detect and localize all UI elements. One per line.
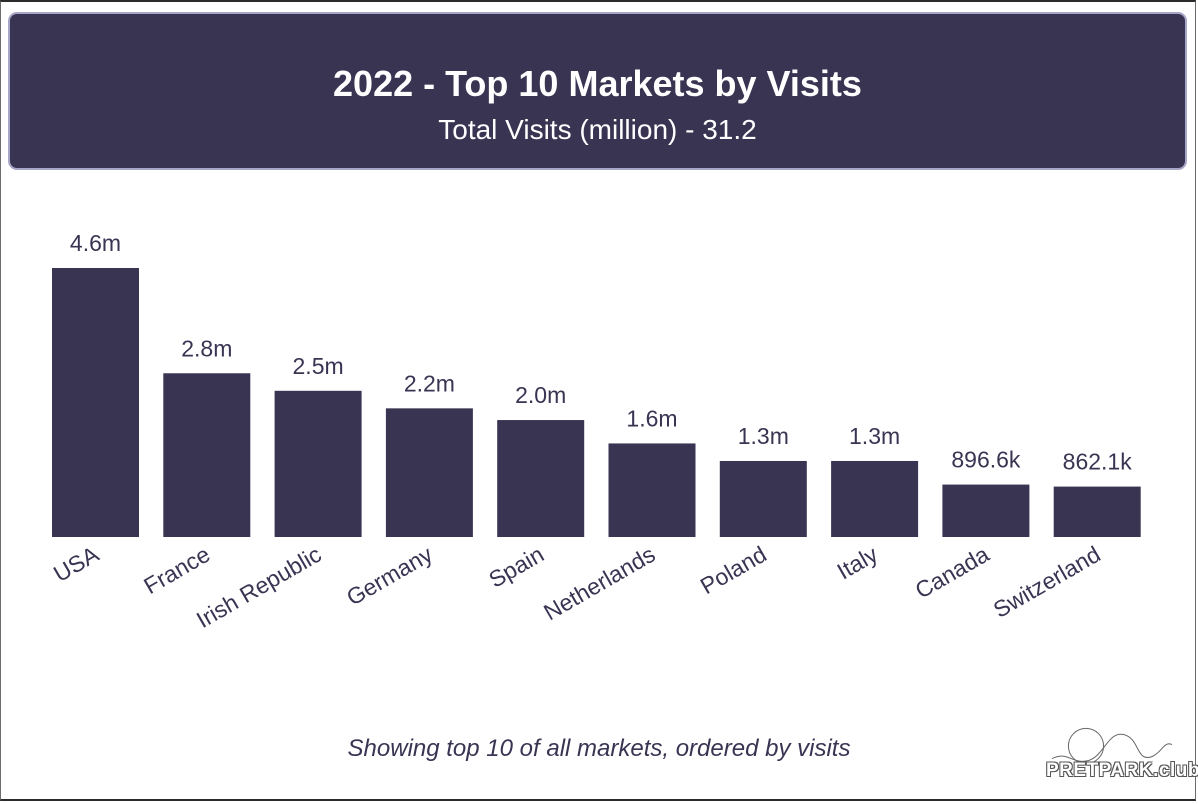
pretpark-logo-icon — [1050, 712, 1174, 766]
chart-footnote: Showing top 10 of all markets, ordered b… — [347, 735, 851, 762]
bar-netherlands[interactable] — [608, 443, 696, 537]
x-tick-label: France — [139, 541, 214, 599]
bar-france[interactable] — [163, 373, 251, 537]
chart-title: 2022 - Top 10 Markets by Visits — [333, 63, 862, 104]
data-label: 2.0m — [515, 382, 566, 408]
data-label: 2.8m — [181, 335, 232, 361]
data-label: 4.6m — [70, 230, 121, 256]
data-label: 1.3m — [738, 423, 789, 449]
data-label: 1.3m — [849, 423, 900, 449]
x-tick-label: USA — [49, 540, 104, 586]
data-label: 1.6m — [626, 405, 677, 431]
x-tick-label: Italy — [833, 541, 883, 585]
x-tick-label: Germany — [342, 541, 437, 611]
data-label: 2.5m — [293, 353, 344, 379]
chart-header: 2022 - Top 10 Markets by Visits Total Vi… — [8, 12, 1187, 170]
data-label: 2.2m — [404, 370, 455, 396]
x-tick-label: Spain — [484, 541, 548, 593]
bar-chart: 4.6m USA 2.8m France 2.5m Irish Republic 2.2m G… — [49, 230, 1141, 633]
chart-subtitle: Total Visits (million) - 31.2 — [438, 114, 757, 145]
x-tick-label: Netherlands — [539, 541, 659, 626]
data-label: 896.6k — [951, 447, 1021, 473]
data-label: 862.1k — [1063, 449, 1133, 475]
bar-spain[interactable] — [497, 420, 585, 537]
bar-usa[interactable] — [52, 268, 139, 537]
bar-italy[interactable] — [831, 460, 919, 537]
bar-irish-republic[interactable] — [274, 390, 362, 537]
bar-germany[interactable] — [385, 408, 473, 537]
x-tick-label: Irish Republic — [192, 541, 326, 633]
x-tick-label: Switzerland — [989, 541, 1105, 623]
bar-poland[interactable] — [719, 460, 807, 537]
x-tick-label: Canada — [911, 541, 994, 604]
pretpark-logo-text: PRETPARK.club — [1046, 760, 1198, 781]
bar-switzerland[interactable] — [1053, 486, 1141, 537]
bar-canada[interactable] — [942, 484, 1030, 537]
x-tick-label: Poland — [696, 541, 771, 599]
